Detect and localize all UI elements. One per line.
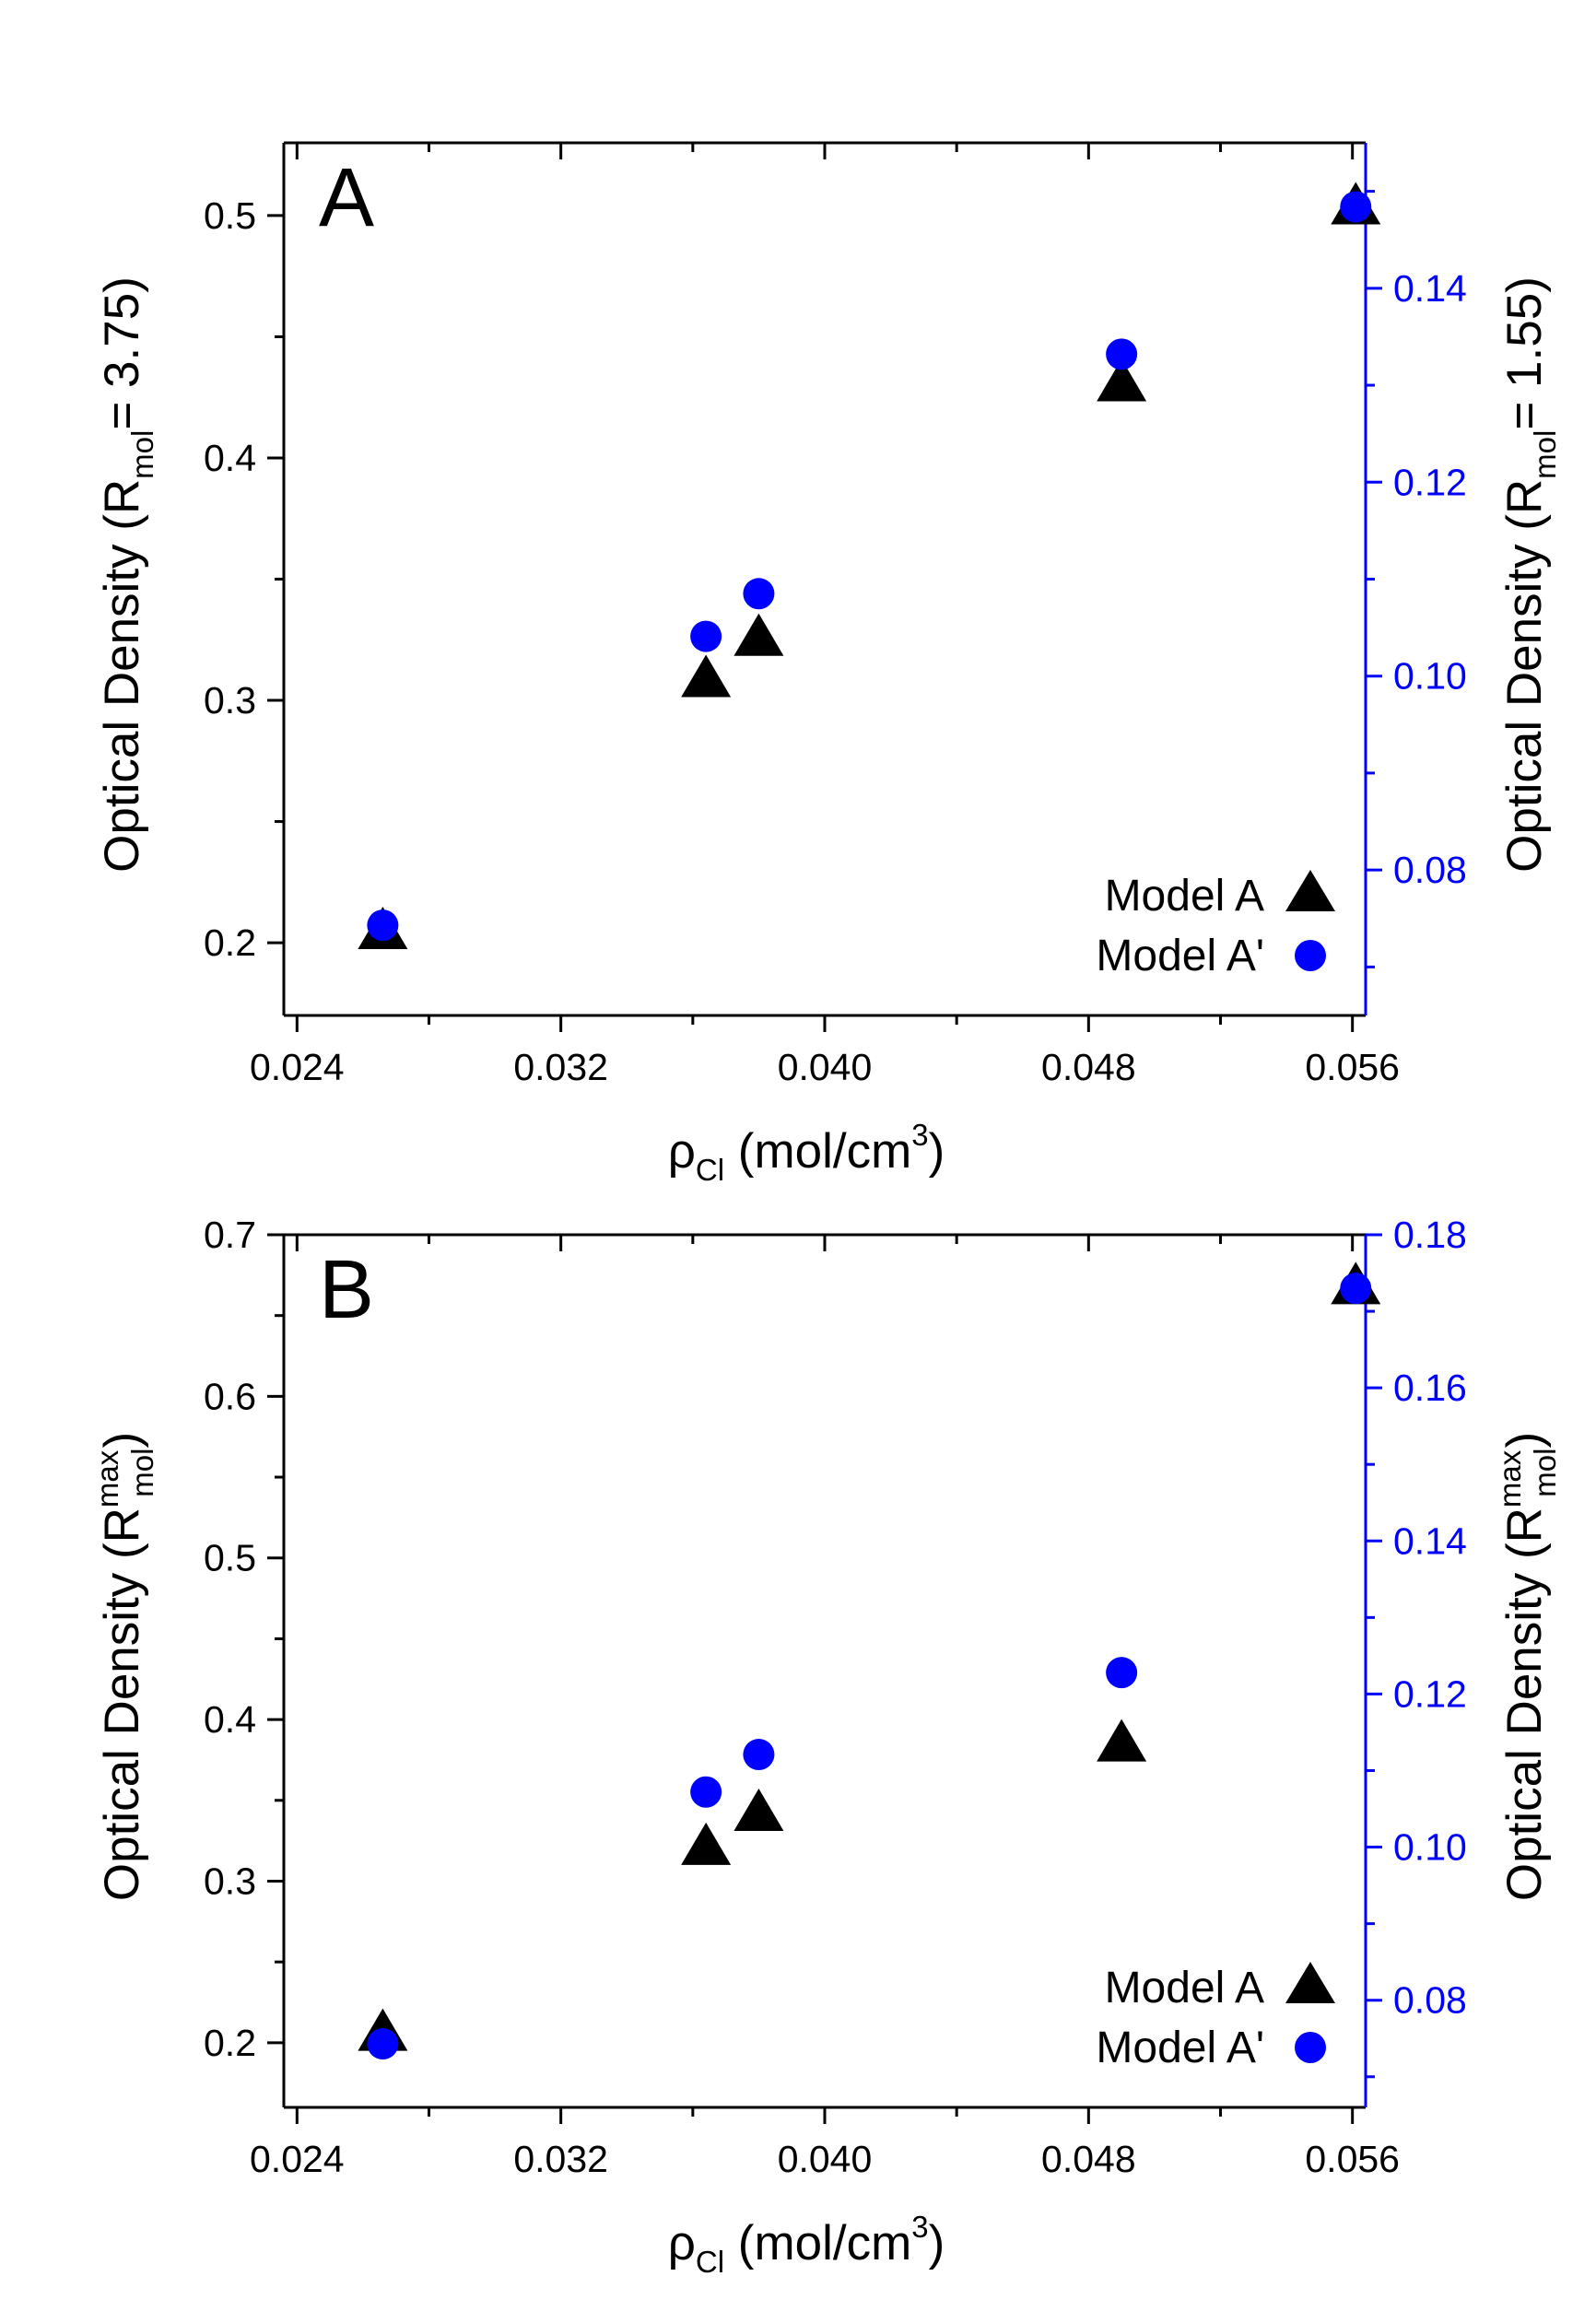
- x-axis-label: ρCl (mol/cm3): [668, 2210, 945, 2279]
- x-label-unit-close: ): [929, 2216, 945, 2270]
- y-right-tick-label: 0.10: [1393, 655, 1467, 698]
- legend-circle-marker: [1295, 2032, 1326, 2063]
- x-tick-label: 0.040: [778, 1046, 873, 1088]
- x-label-unit-close: ): [929, 1124, 945, 1179]
- y-right-tick-label: 0.12: [1393, 1672, 1467, 1715]
- y-left-tick-label: 0.2: [204, 2022, 256, 2064]
- y-left-axis-label-sub: mol: [125, 1449, 159, 1497]
- x-tick-label: 0.056: [1305, 1046, 1400, 1088]
- model-a-prime-point: [690, 1776, 722, 1808]
- model-a-point: [1097, 358, 1147, 402]
- y-right-tick-label: 0.16: [1393, 1367, 1467, 1409]
- y-right-axis-label: Optical Density (Rmaxmol): [1493, 1432, 1562, 1901]
- legend-label: Model A': [1096, 2024, 1264, 2072]
- y-left-tick-label: 0.3: [204, 679, 256, 722]
- y-right-tick-label: 0.18: [1393, 1214, 1467, 1256]
- x-label-symbol: ρ: [668, 2216, 696, 2270]
- x-label-sup: 3: [911, 1118, 928, 1152]
- model-a-prime-point: [1106, 1657, 1138, 1689]
- model-a-point: [681, 1822, 732, 1865]
- legend-label: Model A': [1096, 932, 1264, 980]
- model-a-prime-point: [743, 578, 775, 610]
- y-right-tick-label: 0.12: [1393, 461, 1467, 503]
- x-tick-label: 0.032: [513, 2138, 608, 2180]
- x-label-sub: Cl: [696, 1153, 724, 1187]
- x-tick-label: 0.048: [1041, 2138, 1136, 2180]
- legend-triangle-marker: [1285, 1962, 1335, 2003]
- model-a-prime-point: [367, 909, 399, 942]
- model-a-prime-point: [743, 1739, 775, 1771]
- legend-label: Model A: [1105, 872, 1264, 921]
- x-label-sub: Cl: [696, 2245, 724, 2279]
- panel-letter: B: [319, 1244, 374, 1336]
- y-left-axis-label-text: Optical Density (R: [95, 479, 149, 873]
- y-left-tick-label: 0.6: [204, 1375, 256, 1417]
- x-tick-label: 0.024: [250, 2138, 345, 2180]
- legend-circle-marker: [1295, 940, 1326, 971]
- y-left-tick-label: 0.4: [204, 1698, 256, 1741]
- model-a-prime-point: [1340, 1273, 1372, 1305]
- y-left-axis-label-text: Optical Density (R: [95, 1508, 149, 1901]
- x-tick-label: 0.024: [250, 1046, 345, 1088]
- model-a-prime-point: [367, 2028, 399, 2060]
- model-a-prime-point: [1340, 191, 1372, 223]
- model-a-point: [1097, 1719, 1147, 1762]
- y-left-tick-label: 0.5: [204, 194, 256, 237]
- y-right-tick-label: 0.14: [1393, 267, 1467, 310]
- x-axis-label: ρCl (mol/cm3): [668, 1118, 945, 1187]
- x-tick-label: 0.056: [1305, 2138, 1400, 2180]
- y-left-tick-label: 0.2: [204, 921, 256, 964]
- y-left-axis-label-post: ): [95, 1432, 149, 1449]
- model-a-prime-point: [690, 620, 722, 652]
- y-left-axis-label: Optical Density (Rmol= 3.75): [95, 276, 159, 873]
- y-right-axis-label-post: ): [1497, 1432, 1552, 1449]
- y-right-tick-label: 0.14: [1393, 1519, 1467, 1562]
- y-right-tick-label: 0.10: [1393, 1826, 1467, 1869]
- x-label-symbol: ρ: [668, 1124, 696, 1179]
- y-right-axis-label-text: Optical Density (R: [1497, 479, 1552, 873]
- x-tick-label: 0.032: [513, 1046, 608, 1088]
- x-tick-label: 0.040: [778, 2138, 873, 2180]
- panel-b: 0.024 0.032 0.040 0.048 0.056 0.2 0.3 0.4 0.5 0.6…: [90, 1214, 1562, 2279]
- panel-letter: A: [319, 152, 374, 244]
- y-left-tick-label: 0.5: [204, 1537, 256, 1579]
- y-left-axis-label: Optical Density (Rmaxmol): [90, 1432, 159, 1901]
- y-left-axis-label-sub: mol: [125, 430, 159, 479]
- y-right-axis-label-sub: mol: [1528, 1449, 1562, 1497]
- y-right-axis-label: Optical Density (Rmol= 1.55): [1497, 276, 1562, 873]
- y-right-axis-label-text: Optical Density (R: [1497, 1508, 1552, 1901]
- model-a-point: [733, 1789, 784, 1832]
- y-right-tick-label: 0.08: [1393, 1979, 1467, 2022]
- y-left-axis-label-sup: max: [90, 1449, 124, 1508]
- x-tick-label: 0.048: [1041, 1046, 1136, 1088]
- x-label-unit: (mol/cm: [724, 1124, 911, 1179]
- y-right-axis-label-sup: max: [1493, 1449, 1527, 1508]
- x-label-sup: 3: [911, 2210, 928, 2244]
- model-a-point: [733, 613, 784, 656]
- legend-label: Model A: [1105, 1964, 1264, 2012]
- y-right-axis-label-sub: mol: [1528, 430, 1562, 479]
- y-left-tick-label: 0.3: [204, 1860, 256, 1902]
- y-left-axis-label-post: = 3.75): [95, 276, 149, 429]
- y-left-tick-label: 0.4: [204, 437, 256, 479]
- y-left-tick-label: 0.7: [204, 1214, 256, 1256]
- model-a-prime-point: [1106, 338, 1138, 370]
- legend-triangle-marker: [1285, 870, 1335, 911]
- y-right-axis-label-post: = 1.55): [1497, 276, 1552, 429]
- model-a-point: [681, 654, 732, 698]
- panel-a: 0.024 0.032 0.040 0.048 0.056 0.2 0.3 0.4 0.5 0.0…: [95, 141, 1562, 1187]
- y-right-tick-label: 0.08: [1393, 849, 1467, 891]
- x-label-unit: (mol/cm: [724, 2216, 911, 2270]
